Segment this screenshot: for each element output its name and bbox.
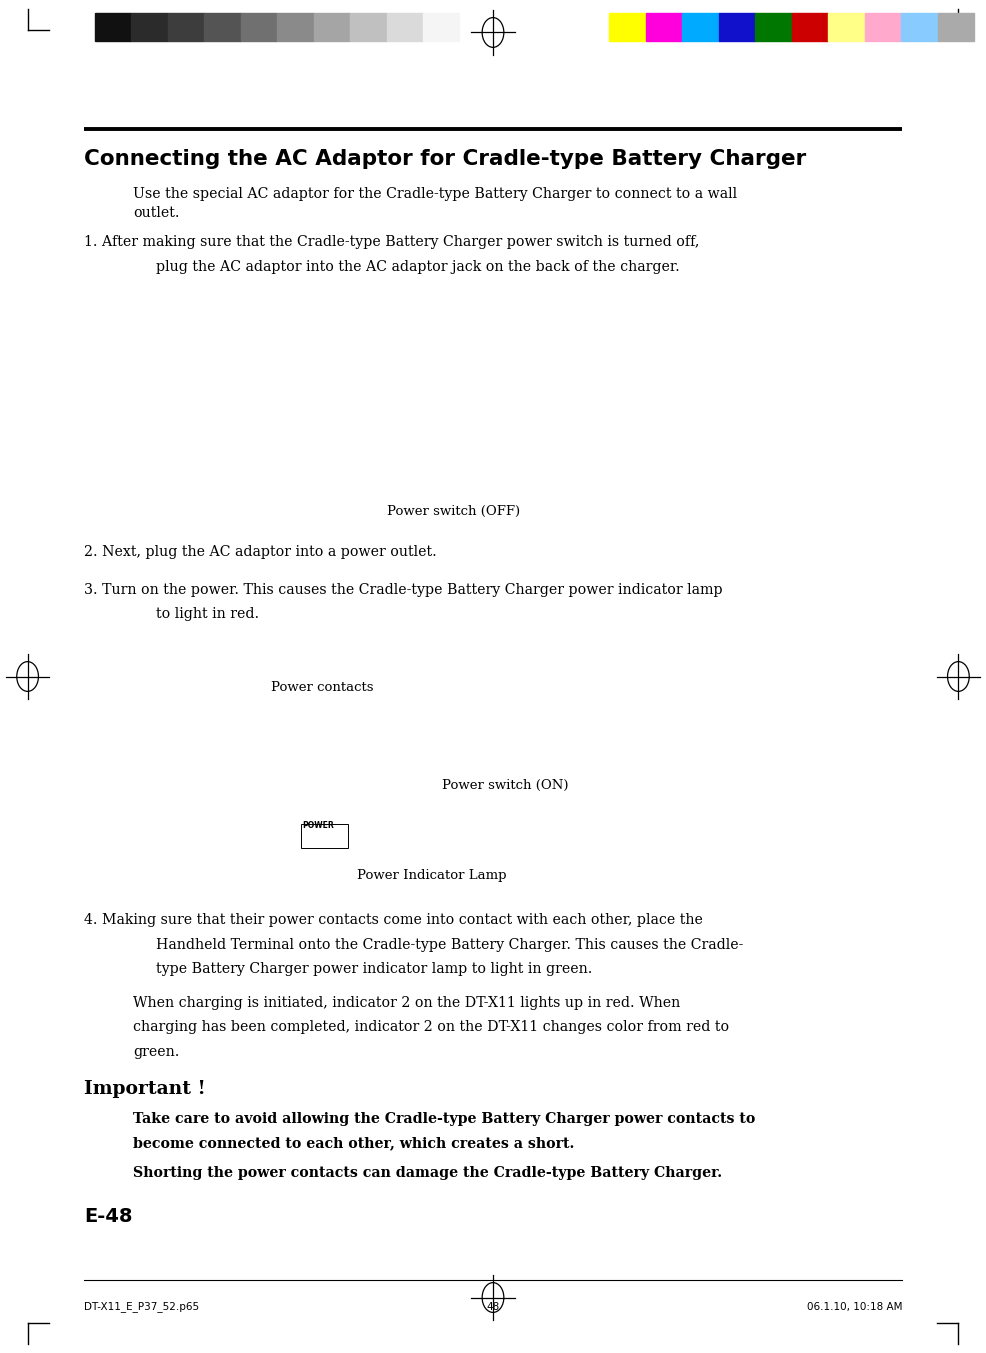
Text: Power switch (ON): Power switch (ON) [442,779,568,793]
Text: 48: 48 [486,1302,500,1311]
Text: plug the AC adaptor into the AC adaptor jack on the back of the charger.: plug the AC adaptor into the AC adaptor … [156,260,679,273]
Text: Power switch (OFF): Power switch (OFF) [387,505,521,518]
Text: 06.1.10, 10:18 AM: 06.1.10, 10:18 AM [807,1302,902,1311]
Text: Power Indicator Lamp: Power Indicator Lamp [357,869,507,882]
Bar [938,12,974,41]
Text: 2. Next, plug the AC adaptor into a power outlet.: 2. Next, plug the AC adaptor into a powe… [84,545,437,559]
Bar [792,12,828,41]
Text: 3. Turn on the power. This causes the Cradle-type Battery Charger power indicato: 3. Turn on the power. This causes the Cr… [84,583,723,597]
Text: to light in red.: to light in red. [156,607,259,621]
Bar [350,12,387,41]
Text: Handheld Terminal onto the Cradle-type Battery Charger. This causes the Cradle-: Handheld Terminal onto the Cradle-type B… [156,938,743,951]
Text: Power contacts: Power contacts [271,681,374,694]
Text: become connected to each other, which creates a short.: become connected to each other, which cr… [133,1137,575,1150]
Text: DT-X11_E_P37_52.p65: DT-X11_E_P37_52.p65 [84,1302,199,1312]
Text: green.: green. [133,1045,179,1058]
Bar [204,12,241,41]
Bar [682,12,719,41]
Text: 1. After making sure that the Cradle-type Battery Charger power switch is turned: 1. After making sure that the Cradle-typ… [84,235,699,249]
Text: Use the special AC adaptor for the Cradle-type Battery Charger to connect to a w: Use the special AC adaptor for the Cradl… [133,187,738,219]
Bar [277,12,314,41]
Text: POWER: POWER [303,821,334,831]
Bar [901,12,938,41]
Text: 4. Making sure that their power contacts come into contact with each other, plac: 4. Making sure that their power contacts… [84,913,703,927]
Bar [719,12,755,41]
Text: Take care to avoid allowing the Cradle-type Battery Charger power contacts to: Take care to avoid allowing the Cradle-t… [133,1112,755,1126]
Bar [609,12,646,41]
Bar [387,12,423,41]
Bar [423,12,459,41]
Text: charging has been completed, indicator 2 on the DT-X11 changes color from red to: charging has been completed, indicator 2… [133,1020,730,1034]
Text: When charging is initiated, indicator 2 on the DT-X11 lights up in red. When: When charging is initiated, indicator 2 … [133,996,680,1009]
Bar [865,12,901,41]
Bar [168,12,204,41]
Bar [131,12,168,41]
Bar [95,12,131,41]
Bar [828,12,865,41]
Text: E-48: E-48 [84,1207,132,1226]
Text: Important !: Important ! [84,1080,205,1097]
Bar [646,12,682,41]
Text: Connecting the AC Adaptor for Cradle-type Battery Charger: Connecting the AC Adaptor for Cradle-typ… [84,149,807,169]
Bar [314,12,350,41]
Bar [301,824,348,848]
Bar [755,12,792,41]
Bar [241,12,277,41]
Text: type Battery Charger power indicator lamp to light in green.: type Battery Charger power indicator lam… [156,962,593,976]
Text: Shorting the power contacts can damage the Cradle-type Battery Charger.: Shorting the power contacts can damage t… [133,1166,722,1180]
